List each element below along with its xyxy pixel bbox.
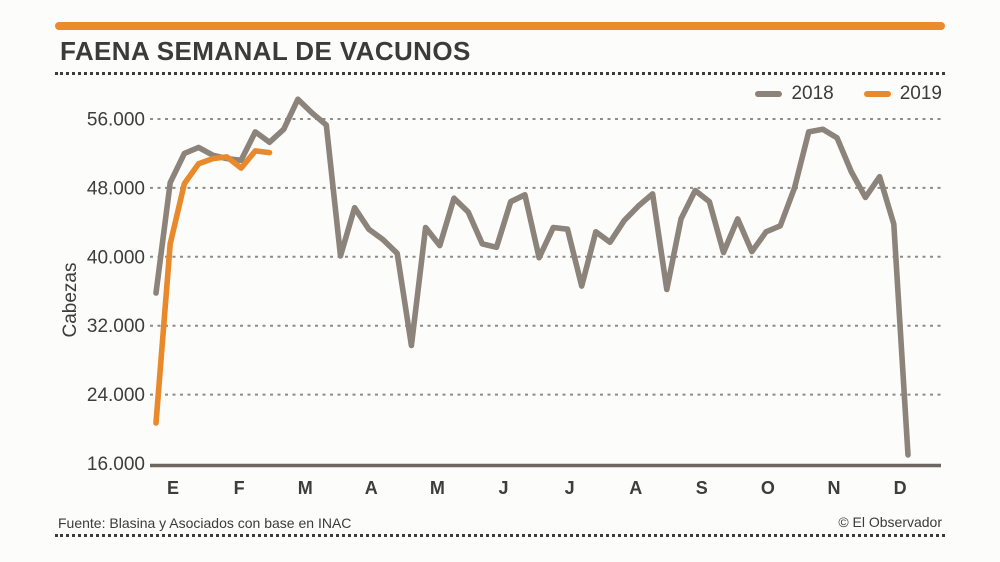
x-tick-label-month: E [167,478,179,498]
y-tick-label: 32.000 [87,316,145,337]
x-tick-label-month: A [365,478,378,498]
series-line-2018 [153,96,911,458]
title-dotted-divider [55,72,945,75]
x-tick-label-month: J [498,478,508,498]
y-tick-label: 48.000 [87,178,145,199]
y-tick-label: 40.000 [87,247,145,268]
x-tick-label-month: A [629,478,642,498]
legend-item-2018: 2018 [755,83,834,105]
x-tick-label-month: N [828,478,841,498]
legend-item-2019: 2019 [863,83,942,105]
series-line-2019 [153,148,273,426]
legend-label-2019: 2019 [899,83,942,104]
x-tick-label-month: D [894,478,907,498]
y-tick-label: 16.000 [87,454,145,475]
x-tick-label-month: S [696,478,708,498]
y-tick-label: 56.000 [87,110,145,131]
bottom-dotted-divider [55,534,945,537]
legend-dash-2018-icon [755,91,783,97]
x-tick-label-month: O [761,478,775,498]
top-accent-bar [55,22,945,30]
legend-dash-2019-icon [863,91,891,97]
credit-note: © El Observador [838,514,942,530]
x-tick-label-month: J [565,478,575,498]
page-title: FAENA SEMANAL DE VACUNOS [60,36,471,66]
x-tick-label-month: M [430,478,445,498]
x-tick-label-month: M [298,478,313,498]
legend-label-2018: 2018 [791,83,834,104]
y-tick-label: 24.000 [87,385,145,406]
x-tick-label-month: F [234,478,245,498]
chart-legend: 2018 2019 [755,83,942,105]
source-note: Fuente: Blasina y Asociados con base en … [58,515,352,531]
